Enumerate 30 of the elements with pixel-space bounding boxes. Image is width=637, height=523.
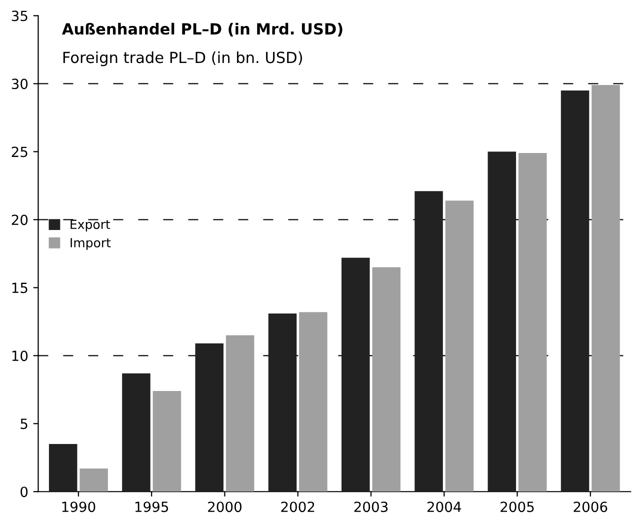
x-tick-label: 1995 — [135, 502, 168, 512]
x-tick-label: 2004 — [427, 502, 462, 512]
bar — [80, 468, 108, 492]
x-tick-label: 2006 — [574, 502, 608, 512]
y-tick-label: 35 — [12, 10, 28, 22]
y-tick-label: 20 — [12, 214, 28, 226]
x-tick-label: 2005 — [500, 502, 534, 512]
y-tick-label: 10 — [12, 350, 28, 362]
x-tick-label: 2000 — [208, 502, 242, 512]
text: Foreign trade PL–D (in bn. USD) — [63, 51, 302, 66]
bar — [445, 200, 474, 492]
x-tick-label: 2002 — [281, 502, 314, 512]
bar — [122, 373, 150, 492]
x-tick-label: 1990 — [62, 502, 96, 512]
y-tick-label: 30 — [12, 78, 28, 90]
bar — [48, 444, 78, 492]
bar — [152, 390, 182, 492]
bar — [299, 312, 328, 492]
y-tick-label: 5 — [20, 418, 28, 430]
y-tick-label: 25 — [12, 146, 28, 158]
y-tick-label: 0 — [20, 486, 28, 498]
bar — [372, 267, 400, 492]
x-tick-label: 2003 — [354, 502, 388, 512]
legend-label: Export — [70, 220, 110, 232]
chart-title: Außenhandel PL–D (in Mrd. USD) — [62, 22, 342, 36]
legend-label: Import — [70, 238, 111, 250]
y-tick-label: 15 — [12, 282, 28, 294]
bar — [518, 153, 547, 492]
bar — [592, 85, 620, 492]
bar — [226, 335, 254, 492]
